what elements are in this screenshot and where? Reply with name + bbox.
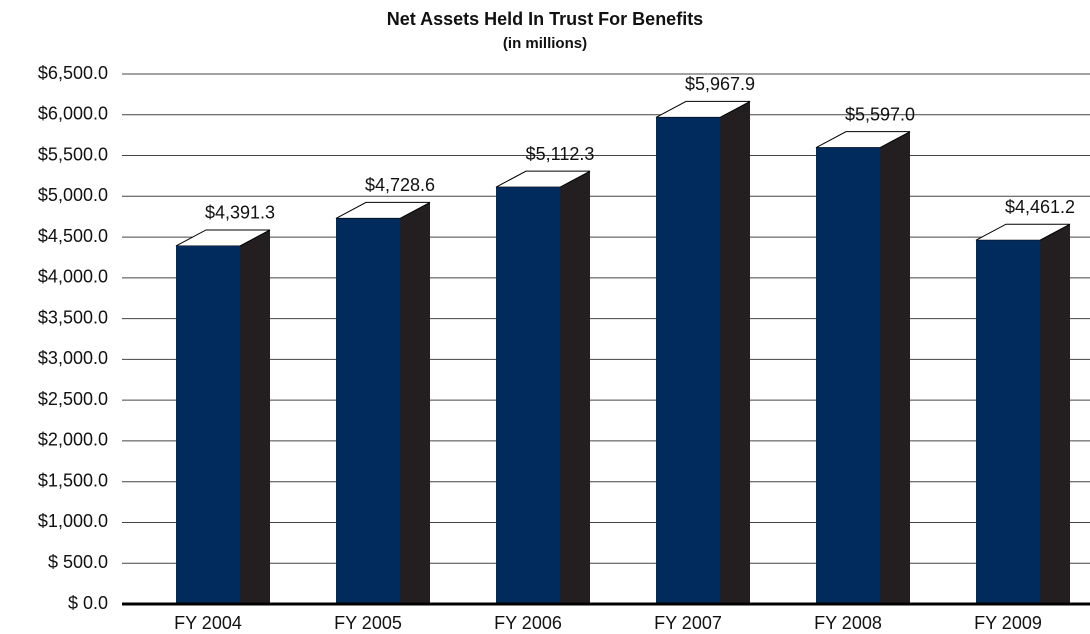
y-tick-label: $ 0.0 [68, 593, 108, 613]
y-tick-label: $6,000.0 [38, 104, 108, 124]
bar [816, 147, 880, 605]
x-tick-label: FY 2008 [814, 613, 882, 633]
value-label: $4,728.6 [365, 175, 435, 195]
chart-title: Net Assets Held In Trust For Benefits [387, 9, 703, 29]
value-label: $5,597.0 [845, 104, 915, 124]
y-tick-label: $1,000.0 [38, 511, 108, 531]
bar-side [1040, 224, 1070, 605]
chart-subtitle: (in millions) [503, 35, 587, 52]
bar-side [240, 229, 270, 604]
y-tick-label: $3,000.0 [38, 348, 108, 368]
y-tick-label: $6,500.0 [38, 63, 108, 83]
bar [976, 240, 1040, 605]
value-label: $4,461.2 [1005, 197, 1075, 217]
bar-side [560, 171, 590, 604]
value-label: $4,391.3 [205, 203, 275, 223]
y-tick-label: $2,500.0 [38, 389, 108, 409]
bar [336, 218, 400, 604]
y-tick-label: $4,500.0 [38, 226, 108, 246]
y-tick-label: $3,500.0 [38, 307, 108, 327]
y-tick-label: $5,500.0 [38, 144, 108, 164]
x-tick-label: FY 2009 [974, 613, 1042, 633]
bar-side [400, 202, 430, 604]
bar [176, 245, 240, 604]
y-tick-label: $5,000.0 [38, 185, 108, 205]
value-label: $5,967.9 [685, 74, 755, 94]
bar [656, 117, 720, 605]
x-tick-label: FY 2007 [654, 613, 722, 633]
y-tick-label: $ 500.0 [48, 552, 108, 572]
x-tick-label: FY 2004 [174, 613, 242, 633]
bar [496, 187, 560, 604]
value-label: $5,112.3 [526, 144, 595, 164]
bar-side [720, 101, 750, 605]
y-tick-label: $4,000.0 [38, 267, 108, 287]
y-tick-label: $2,000.0 [38, 430, 108, 450]
y-tick-label: $1,500.0 [38, 470, 108, 490]
bar-side [880, 131, 910, 605]
x-tick-label: FY 2006 [494, 613, 562, 633]
x-tick-label: FY 2005 [334, 613, 402, 633]
